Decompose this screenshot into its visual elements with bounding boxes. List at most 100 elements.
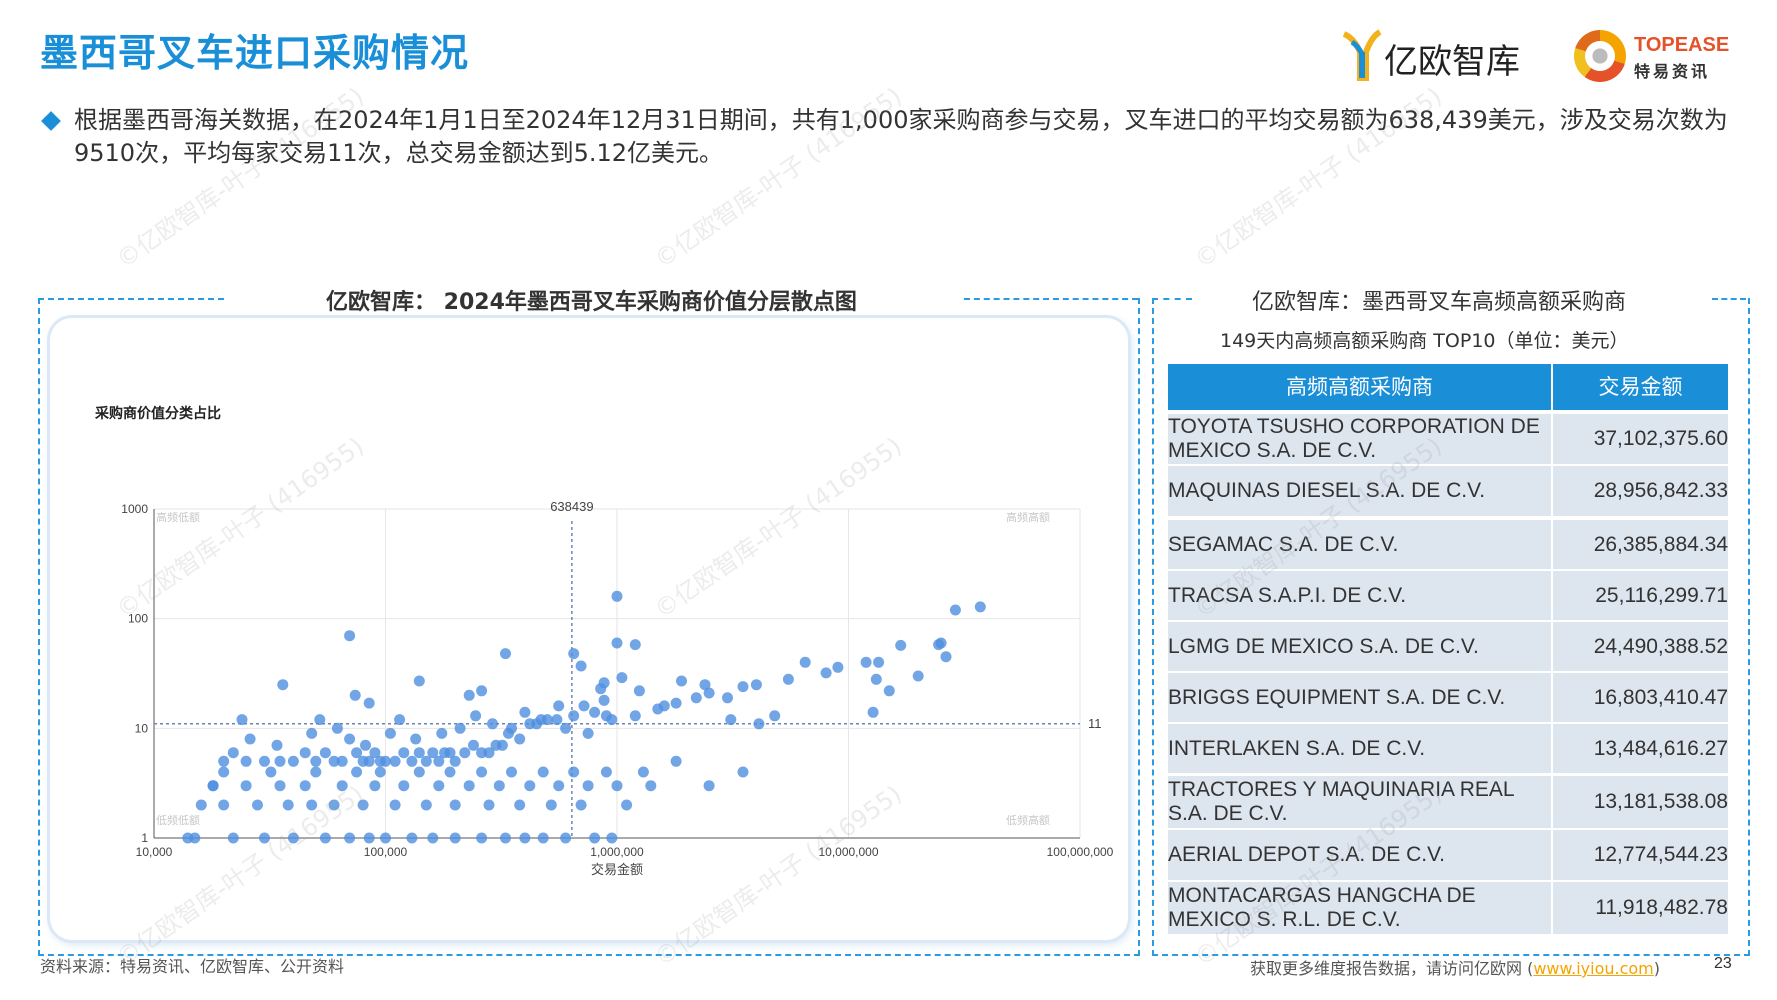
scatter-point (621, 799, 633, 811)
buyer-name: MONTACARGAS HANGCHA DE MEXICO S. R.L. DE… (1168, 884, 1476, 931)
scatter-point (611, 780, 623, 792)
scatter-point (306, 799, 318, 811)
trade-amount: 25,116,299.71 (1595, 583, 1728, 607)
table-row: INTERLAKEN S.A. DE C.V. 13,484,616.27 (1168, 724, 1728, 773)
scatter-point (351, 766, 363, 778)
source-note: 资料来源：特易资讯、亿欧智库、公开资料 (40, 957, 345, 976)
scatter-point (598, 694, 610, 706)
scatter-point (690, 692, 702, 704)
scatter-point (589, 832, 601, 844)
scatter-panel-border-right (964, 298, 1138, 300)
column-divider (1551, 724, 1553, 773)
topease-logo: TOPEASE 特易资讯 (1574, 28, 1764, 88)
scatter-point (349, 689, 361, 701)
table-row: AERIAL DEPOT S.A. DE C.V. 12,774,544.23 (1168, 830, 1728, 880)
scatter-point (259, 755, 270, 767)
column-divider (1551, 882, 1553, 934)
table-row: MAQUINAS DIESEL S.A. DE C.V. 28,956,842.3… (1168, 466, 1728, 516)
scatter-point (974, 601, 986, 613)
scatter-point (398, 780, 410, 792)
scatter-point (553, 780, 565, 792)
scatter-point (394, 714, 406, 726)
scatter-point (490, 739, 502, 751)
scatter-point (274, 780, 286, 792)
scatter-point (380, 832, 391, 844)
scatter-point (420, 799, 432, 811)
scatter-point (598, 677, 610, 689)
x-tick-label: 10,000 (136, 845, 173, 859)
scatter-point (895, 639, 907, 651)
scatter-point (493, 780, 505, 792)
buyer-name: TRACSA S.A.P.I. DE C.V. (1168, 583, 1407, 607)
scatter-point (369, 747, 381, 759)
buyer-name: LGMG DE MEXICO S.A. DE C.V. (1168, 634, 1479, 658)
scatter-point (476, 832, 488, 844)
trade-amount: 13,181,538.08 (1593, 790, 1728, 813)
scatter-point (287, 832, 299, 844)
scatter-point (633, 685, 645, 697)
scatter-point (670, 755, 682, 767)
iyiou-logo-icon (1342, 29, 1382, 81)
scatter-point (218, 766, 230, 778)
scatter-point (344, 832, 356, 844)
topease-logo-en: TOPEASE (1634, 34, 1730, 56)
column-divider (1551, 414, 1553, 464)
table-panel-border-right (1712, 298, 1746, 300)
column-divider (1551, 673, 1553, 722)
scatter-point (645, 780, 657, 792)
x-tick-label: 1,000,000 (590, 845, 644, 859)
scatter-point (703, 780, 715, 792)
page-title: 墨西哥叉车进口采购情况 (40, 31, 470, 75)
scatter-chart-card: 采购商价值分类占比 10,000 100,000 1,000,000 10,000,00… (50, 318, 1128, 940)
table-subtitle: 149天内高频高额采购商 TOP10（单位：美元） (1220, 330, 1629, 352)
trade-amount: 13,484,616.27 (1593, 736, 1728, 760)
scatter-point (218, 755, 230, 767)
column-divider (1551, 830, 1553, 880)
table-row: MONTACARGAS HANGCHA DE MEXICO S. R.L. DE… (1168, 882, 1728, 934)
scatter-point (769, 710, 781, 722)
column-divider (1551, 776, 1553, 828)
scatter-point (207, 780, 219, 792)
scatter-point (820, 667, 832, 679)
scatter-point (389, 799, 401, 811)
scatter-point (933, 639, 945, 651)
quadrant-label-top-right: 高频高额 (1006, 510, 1050, 524)
scatter-point (553, 700, 565, 712)
x-tick-label: 100,000,000 (1047, 845, 1114, 859)
more-info-prefix: 获取更多维度报告数据，请访问亿欧网 ( (1250, 959, 1534, 978)
scatter-point (454, 722, 466, 734)
scatter-point (611, 590, 623, 602)
column-divider (1551, 622, 1553, 671)
table-row: TRACSA S.A.P.I. DE C.V. 25,116,299.71 (1168, 571, 1728, 620)
topease-logo-icon (1574, 30, 1626, 82)
scatter-point (413, 747, 425, 759)
scatter-point (406, 755, 418, 767)
page-number: 23 (1714, 955, 1732, 972)
scatter-point (433, 755, 445, 767)
scatter-point (799, 656, 811, 668)
scatter-point (912, 670, 924, 682)
scatter-panel-border-left (38, 298, 224, 300)
scatter-point (500, 832, 511, 844)
scatter-point (357, 755, 369, 767)
scatter-point (449, 832, 461, 844)
scatter-point (444, 766, 456, 778)
scatter-point (568, 766, 580, 778)
scatter-point (244, 733, 256, 745)
scatter-point (449, 755, 461, 767)
trade-amount: 37,102,375.60 (1593, 427, 1728, 450)
scatter-point (319, 832, 331, 844)
column-divider (1551, 466, 1553, 516)
scatter-point (867, 706, 879, 718)
scatter-point (328, 799, 340, 811)
scatter-point (670, 697, 682, 709)
summary-text: 根据墨西哥海关数据，在2024年1月1日至2024年12月31日期间，共有1,0… (74, 106, 1728, 167)
scatter-point (722, 692, 733, 704)
scatter-point (658, 700, 670, 712)
scatter-point (503, 727, 514, 739)
iyiou-link[interactable]: www.iyiou.com (1533, 959, 1654, 978)
scatter-point (551, 714, 563, 726)
buyer-name: SEGAMAC S.A. DE C.V. (1168, 532, 1399, 556)
trade-amount: 24,490,388.52 (1593, 634, 1728, 658)
scatter-point (611, 637, 623, 649)
